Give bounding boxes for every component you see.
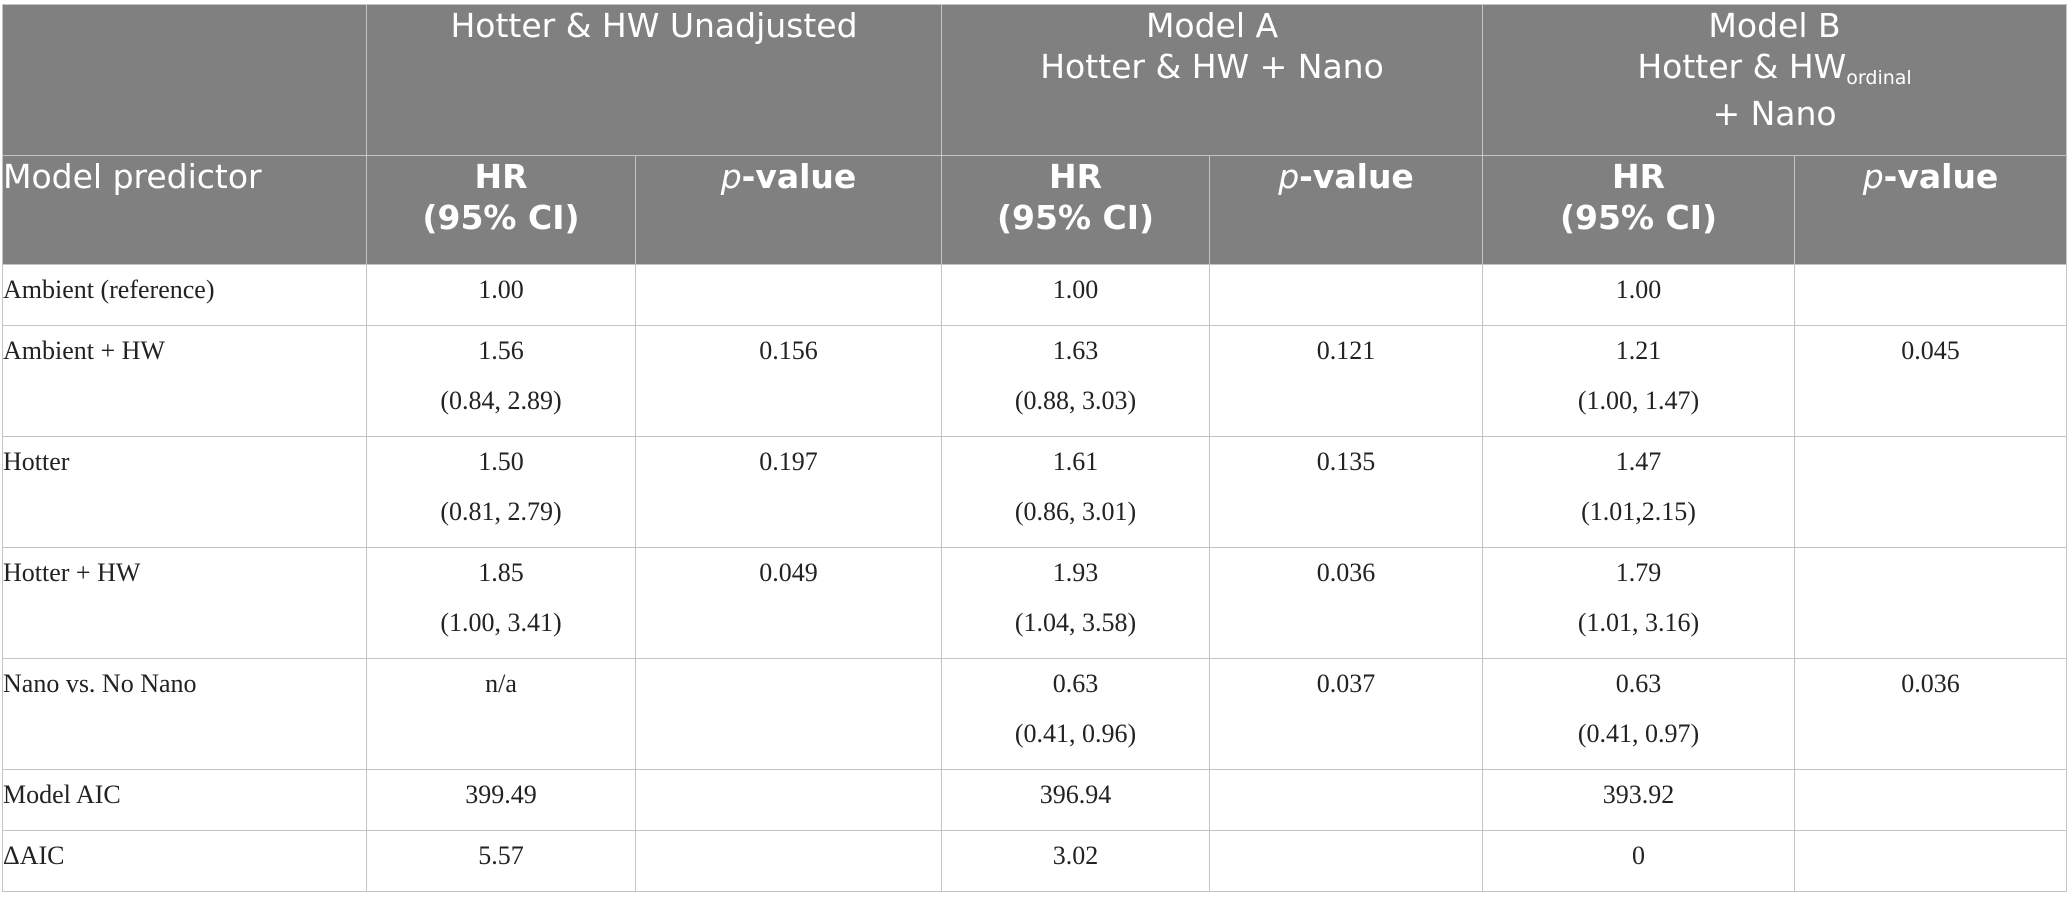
predictor-label: Nano vs. No Nano xyxy=(2,658,367,770)
model-b-hr-cell: 1.79 (1.01, 3.16) xyxy=(1482,547,1796,659)
unadjusted-p-cell xyxy=(634,830,943,892)
model-a-p-cell: 0.036 xyxy=(1209,547,1484,659)
p-suffix: -value xyxy=(1299,157,1414,196)
predictor-label: Hotter + HW xyxy=(2,547,367,659)
model-a-hr-header: HR (95% CI) xyxy=(941,155,1211,265)
model-b-p-cell xyxy=(1794,547,2068,659)
model-b-p-header: p-value xyxy=(1794,155,2068,265)
model-a-p-cell: 0.121 xyxy=(1209,325,1484,437)
hr-header-line1: HR xyxy=(1049,157,1103,196)
predictor-label: ΔAIC xyxy=(2,830,367,892)
table-row: Ambient (reference) 1.00 1.00 1.00 xyxy=(2,264,2068,326)
results-table: Hotter & HW Unadjusted Model A Hotter & … xyxy=(2,4,2068,892)
p-suffix: -value xyxy=(741,157,857,196)
predictor-label: Ambient (reference) xyxy=(2,264,367,326)
p-suffix: -value xyxy=(1883,157,1999,196)
hr-header-line2: (95% CI) xyxy=(422,198,580,237)
model-a-hr-cell: 1.63 (0.88, 3.03) xyxy=(941,325,1211,437)
model-b-hr-header: HR (95% CI) xyxy=(1482,155,1796,265)
model-a-hr-cell: 0.63 (0.41, 0.96) xyxy=(941,658,1211,770)
predictor-label: Model AIC xyxy=(2,769,367,831)
unadjusted-hr-cell: 1.56 (0.84, 2.89) xyxy=(366,325,636,437)
model-a-p-cell xyxy=(1209,769,1484,831)
model-b-hr-cell: 0.63 (0.41, 0.97) xyxy=(1482,658,1796,770)
model-b-subtitle-subscript: ordinal xyxy=(1846,67,1912,89)
p-italic: p xyxy=(1278,157,1300,196)
unadjusted-p-cell: 0.156 xyxy=(634,325,943,437)
hr-header-line2: (95% CI) xyxy=(1559,198,1718,237)
group-header-unadjusted: Hotter & HW Unadjusted xyxy=(365,4,943,156)
table-row: ΔAIC 5.57 3.02 0 xyxy=(2,830,2068,892)
model-a-p-cell xyxy=(1209,264,1484,326)
hr-header-line1: HR xyxy=(1612,157,1666,196)
model-b-p-cell xyxy=(1794,436,2068,548)
model-b-hr-cell: 0 xyxy=(1482,830,1796,892)
model-b-hr-cell: 1.47 (1.01,2.15) xyxy=(1482,436,1796,548)
unadjusted-p-cell xyxy=(634,264,943,326)
table-row: Ambient + HW 1.56 (0.84, 2.89) 0.156 1.63… xyxy=(2,325,2068,437)
model-b-p-cell: 0.045 xyxy=(1794,325,2068,437)
predictor-label: Hotter xyxy=(2,436,367,548)
model-a-hr-cell: 1.93 (1.04, 3.58) xyxy=(941,547,1211,659)
model-a-hr-cell: 396.94 xyxy=(941,769,1211,831)
unadjusted-hr-cell: 5.57 xyxy=(366,830,636,892)
model-predictor-header: Model predictor xyxy=(2,155,367,265)
model-b-hr-cell: 1.21 (1.00, 1.47) xyxy=(1482,325,1796,437)
model-b-p-cell xyxy=(1794,264,2068,326)
unadjusted-hr-header: HR (95% CI) xyxy=(366,155,636,265)
table-row: Hotter + HW 1.85 (1.00, 3.41) 0.049 1.93(… xyxy=(2,547,2068,659)
model-b-subtitle: Hotter & HWordinal xyxy=(1483,46,2066,93)
unadjusted-p-cell xyxy=(634,769,943,831)
table-row: Model AIC 399.49 396.94 393.92 xyxy=(2,769,2068,831)
model-a-title: Model A xyxy=(1145,6,1279,45)
unadjusted-p-cell: 0.197 xyxy=(634,436,943,548)
hr-header-line2: (95% CI) xyxy=(996,198,1155,237)
p-italic: p xyxy=(1862,157,1884,196)
model-a-p-cell: 0.135 xyxy=(1209,436,1484,548)
unadjusted-hr-cell: 399.49 xyxy=(366,769,636,831)
model-b-subtitle-nano: + Nano xyxy=(1712,94,1837,133)
model-a-hr-cell: 3.02 xyxy=(941,830,1211,892)
model-a-subtitle: Hotter & HW + Nano xyxy=(1040,47,1384,86)
unadjusted-hr-cell: 1.50 (0.81, 2.79) xyxy=(366,436,636,548)
predictor-label: Ambient + HW xyxy=(2,325,367,437)
group-header-row: Hotter & HW Unadjusted Model A Hotter & … xyxy=(2,4,2068,156)
group-header-model-a: Model A Hotter & HW + Nano xyxy=(941,4,1484,156)
group-header-unadjusted-label: Hotter & HW Unadjusted xyxy=(450,6,858,45)
unadjusted-p-cell: 0.049 xyxy=(634,547,943,659)
model-a-p-cell: 0.037 xyxy=(1209,658,1484,770)
model-b-hr-cell: 1.00 xyxy=(1482,264,1796,326)
model-a-hr-cell: 1.00 xyxy=(941,264,1211,326)
table-row: Nano vs. No Nano n/a 0.63 (0.41, 0.96) 0.… xyxy=(2,658,2068,770)
header-corner-cell xyxy=(2,4,367,156)
unadjusted-hr-cell: 1.00 xyxy=(366,264,636,326)
model-a-p-cell xyxy=(1209,830,1484,892)
model-b-title: Model B xyxy=(1708,6,1841,45)
unadjusted-hr-cell: 1.85 (1.00, 3.41) xyxy=(366,547,636,659)
unadjusted-p-cell xyxy=(634,658,943,770)
unadjusted-p-header: p-value xyxy=(634,155,943,265)
model-b-p-cell xyxy=(1794,769,2068,831)
model-b-p-cell xyxy=(1794,830,2068,892)
table-row: Hotter 1.50 (0.81, 2.79) 0.197 1.61 (0.86,… xyxy=(2,436,2068,548)
model-a-hr-cell: 1.61 (0.86, 3.01) xyxy=(941,436,1211,548)
model-a-p-header: p-value xyxy=(1209,155,1484,265)
model-b-p-cell: 0.036 xyxy=(1794,658,2068,770)
group-header-model-b: Model B Hotter & HWordinal + Nano xyxy=(1482,4,2068,156)
hr-header-line1: HR xyxy=(474,157,528,196)
column-header-row: Model predictor HR (95% CI) p-value HR (… xyxy=(2,155,2068,265)
unadjusted-hr-cell: n/a xyxy=(366,658,636,770)
model-b-hr-cell: 393.92 xyxy=(1482,769,1796,831)
model-b-subtitle-main: Hotter & HW xyxy=(1637,47,1847,86)
p-italic: p xyxy=(720,157,742,196)
